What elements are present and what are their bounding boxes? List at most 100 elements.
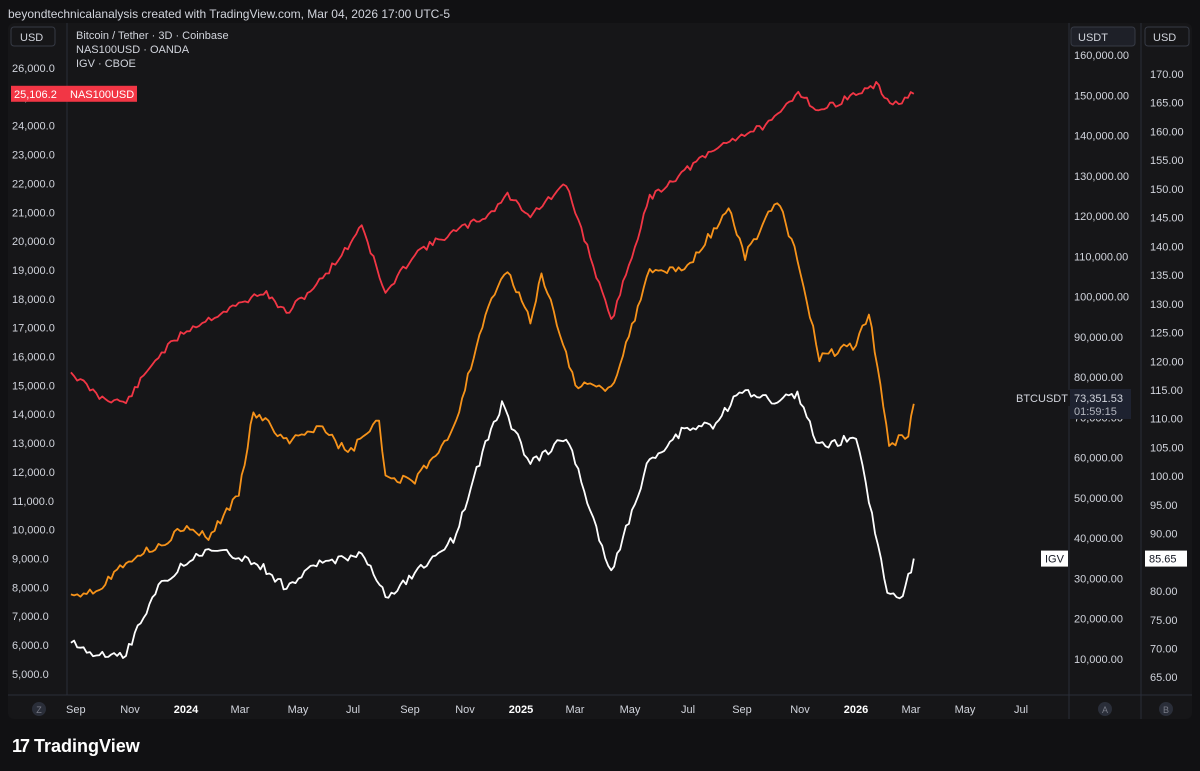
- right-axis-tick: 105.00: [1150, 442, 1184, 454]
- time-axis-tick: Sep: [66, 704, 86, 716]
- price-chart[interactable]: USD USDT USD Bitcoin / Tether · 3D · Coi…: [8, 23, 1192, 719]
- mid-axis-tick: 40,000.00: [1074, 533, 1123, 545]
- time-axis-tick: Nov: [790, 704, 810, 716]
- right-axis-tick: 165.00: [1150, 98, 1184, 110]
- left-axis-tick: 19,000.0: [12, 265, 55, 277]
- a-label: A: [1102, 705, 1108, 715]
- left-axis-header[interactable]: USD: [10, 26, 56, 47]
- time-axis-tick: Nov: [455, 704, 475, 716]
- chart-legend: Bitcoin / Tether · 3D · Coinbase NAS100U…: [76, 30, 229, 70]
- time-axis-tick: Jul: [681, 704, 695, 716]
- auto-scale-a-button[interactable]: A: [1098, 702, 1112, 716]
- tradingview-mark-icon: 17: [12, 736, 30, 756]
- left-axis-tick: 11,000.0: [12, 496, 54, 508]
- series-line-igv[interactable]: [70, 389, 915, 659]
- auto-scale-b-button[interactable]: B: [1159, 702, 1173, 716]
- left-axis-tick: 7,000.0: [12, 611, 49, 623]
- btc-last-value: 73,351.53: [1074, 393, 1123, 405]
- left-axis-tick: 20,000.0: [12, 236, 55, 248]
- right-axis-tick: 120.00: [1150, 356, 1184, 368]
- left-axis-tick: 6,000.0: [12, 640, 49, 652]
- right-axis-tick: 150.00: [1150, 184, 1184, 196]
- igv-name-tag: [1041, 550, 1068, 567]
- btc-name-tag: [1011, 390, 1071, 406]
- mid-axis-tick: 110,000.00: [1074, 251, 1128, 263]
- left-axis-tick: 9,000.0: [12, 553, 49, 565]
- left-axis-tick: 26,000.0: [12, 63, 55, 75]
- left-axis-tick: 14,000.0: [12, 409, 55, 421]
- mid-axis-tick: 90,000.00: [1074, 332, 1123, 344]
- left-axis-tick: 12,000.0: [12, 467, 55, 479]
- left-axis-tick: 5,000.0: [12, 669, 49, 681]
- right-axis-tick: 170.00: [1150, 69, 1184, 81]
- tradingview-logo[interactable]: 17 TradingView: [12, 736, 140, 757]
- right-axis-tick: 100.00: [1150, 471, 1184, 483]
- mid-axis-tick: 130,000.00: [1074, 171, 1129, 183]
- igv-series-name: IGV: [1045, 554, 1065, 566]
- legend-nas[interactable]: NAS100USD · OANDA: [76, 44, 190, 56]
- time-axis-tick: 2026: [844, 704, 868, 716]
- mid-axis-unit: USDT: [1078, 32, 1108, 44]
- mid-axis-tick: 140,000.00: [1074, 131, 1129, 143]
- btc-price-tag: [1070, 389, 1131, 419]
- mid-axis-tick: 20,000.00: [1074, 614, 1123, 626]
- left-axis-tick: 8,000.0: [12, 582, 49, 594]
- mid-axis-tick: 10,000.00: [1074, 654, 1123, 666]
- time-axis-tick: Mar: [231, 704, 250, 716]
- nas-last-value: 25,106.2: [14, 89, 57, 101]
- igv-last-value: 85.65: [1149, 554, 1177, 566]
- time-axis-tick: Sep: [400, 704, 420, 716]
- time-axis-tick: 2024: [174, 704, 199, 716]
- nas-price-tag: [11, 85, 137, 102]
- time-axis-tick: 2025: [509, 704, 533, 716]
- chart-panel[interactable]: USD USDT USD Bitcoin / Tether · 3D · Coi…: [8, 23, 1192, 719]
- chart-attribution: beyondtechnicalanalysis created with Tra…: [8, 7, 451, 21]
- right-axis-tick: 80.00: [1150, 586, 1178, 598]
- time-axis-tick: Mar: [566, 704, 585, 716]
- time-axis-tick: Nov: [120, 704, 140, 716]
- series-line-btcusdt[interactable]: [70, 202, 915, 598]
- right-axis-unit: USD: [1153, 32, 1176, 44]
- time-axis-tick: Jul: [346, 704, 360, 716]
- legend-btc[interactable]: Bitcoin / Tether · 3D · Coinbase: [76, 30, 229, 42]
- left-axis-unit: USD: [20, 32, 43, 44]
- left-axis-tick: 10,000.0: [12, 525, 55, 537]
- left-axis-tick: 13,000.0: [12, 438, 55, 450]
- right-axis-tick: 140.00: [1150, 241, 1184, 253]
- right-axis-tick: 125.00: [1150, 328, 1184, 340]
- legend-igv[interactable]: IGV · CBOE: [76, 58, 136, 70]
- mid-axis-tick: 60,000.00: [1074, 453, 1123, 465]
- mid-axis-tick: 100,000.00: [1074, 292, 1129, 304]
- left-axis-tick: 17,000.0: [12, 323, 55, 335]
- time-axis-tick: May: [620, 704, 641, 716]
- igv-price-tag: [1145, 550, 1187, 567]
- left-axis-tick: 21,000.0: [12, 207, 55, 219]
- time-axis-tick: May: [288, 704, 309, 716]
- left-axis-tick: 23,000.0: [12, 150, 55, 162]
- series-line-nas100usd[interactable]: [70, 81, 915, 405]
- right-axis-tick: 75.00: [1150, 615, 1178, 627]
- mid-axis-tick: 120,000.00: [1074, 211, 1129, 223]
- left-axis-tick: 24,000.0: [12, 121, 55, 133]
- right-axis-header[interactable]: USD: [1144, 26, 1190, 47]
- btc-series-name: BTCUSDT: [1016, 393, 1068, 405]
- right-axis-tick: 90.00: [1150, 529, 1178, 541]
- right-axis-tick: 145.00: [1150, 213, 1184, 225]
- right-axis-tick: 65.00: [1150, 672, 1178, 684]
- time-axis-tick: May: [955, 704, 976, 716]
- mid-axis-tick: 50,000.00: [1074, 493, 1123, 505]
- mid-axis-tick: 80,000.00: [1074, 372, 1123, 384]
- left-axis-tick: 22,000.0: [12, 178, 55, 190]
- right-axis-tick: 115.00: [1150, 385, 1183, 397]
- auto-scale-z-button[interactable]: Z: [32, 702, 46, 716]
- z-label: Z: [36, 705, 42, 715]
- mid-axis-tick: 150,000.00: [1074, 90, 1129, 102]
- mid-axis-header[interactable]: USDT: [1070, 26, 1136, 47]
- btc-countdown: 01:59:15: [1074, 406, 1117, 418]
- mid-axis-tick: 30,000.00: [1074, 573, 1123, 585]
- time-axis-tick: Jul: [1014, 704, 1028, 716]
- right-axis-tick: 70.00: [1150, 644, 1178, 656]
- tradingview-brand: TradingView: [34, 736, 140, 756]
- nas-series-name: NAS100USD: [70, 89, 134, 101]
- right-axis-tick: 155.00: [1150, 155, 1184, 167]
